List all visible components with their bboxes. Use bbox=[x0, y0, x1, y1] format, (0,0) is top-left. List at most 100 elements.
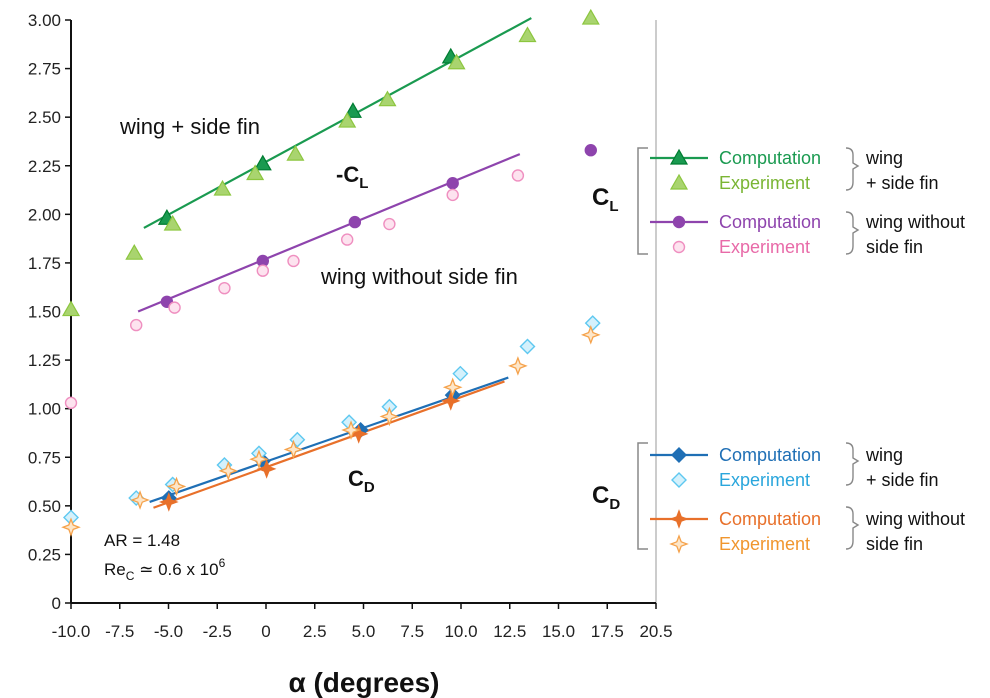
annotation-wing-without-side-fin: wing without side fin bbox=[320, 264, 518, 289]
data-point bbox=[218, 281, 231, 295]
x-tick-label: 10.0 bbox=[444, 622, 477, 641]
data-point bbox=[249, 449, 269, 470]
legend-config-without-2b: side fin bbox=[866, 534, 923, 554]
legend-brace-2 bbox=[845, 211, 860, 255]
legend-cl-without-computation: Computation bbox=[719, 212, 821, 232]
data-point bbox=[166, 476, 187, 497]
data-point bbox=[341, 420, 361, 440]
data-point bbox=[378, 90, 397, 107]
x-tick-label: 5.0 bbox=[352, 622, 376, 641]
annotation-neg-cl: -CL bbox=[336, 162, 368, 192]
y-tick-label: 2.50 bbox=[28, 108, 61, 127]
legend-config-with-2a: wing bbox=[865, 445, 903, 465]
y-tick-label: 0.25 bbox=[28, 545, 61, 564]
data-point bbox=[130, 318, 143, 332]
legend-cl-with-computation: Computation bbox=[719, 148, 821, 168]
data-point bbox=[287, 254, 300, 268]
data-point bbox=[584, 144, 597, 157]
y-tick-label: 2.25 bbox=[28, 157, 61, 176]
data-point bbox=[508, 356, 528, 376]
legend-brace-3 bbox=[845, 442, 860, 486]
annotation-wing-side-fin: wing + side fin bbox=[119, 114, 260, 139]
data-point bbox=[283, 439, 304, 460]
data-point bbox=[446, 177, 459, 190]
legend-marker-3 bbox=[672, 240, 686, 254]
legend-marker-2 bbox=[672, 215, 686, 229]
data-point bbox=[440, 391, 461, 411]
axes: 0 0.25 0.50 0.75 1.00 1.25 1.50 1.75 2.00 2.25 2.5… bbox=[28, 11, 673, 641]
data-point bbox=[379, 406, 400, 427]
data-point bbox=[61, 300, 81, 317]
legend-cl-with-experiment: Experiment bbox=[719, 173, 810, 193]
legend-marker-7 bbox=[669, 534, 689, 554]
annotation-aspect-ratio: AR = 1.48 bbox=[104, 531, 180, 550]
x-tick-label: 12.5 bbox=[493, 622, 526, 641]
legend-cl-label: CL bbox=[592, 184, 619, 215]
data-point bbox=[256, 264, 270, 277]
data-point bbox=[218, 461, 239, 481]
legend: CL CD Computation Experiment Computation… bbox=[592, 147, 965, 554]
y-tick-label: 0.75 bbox=[28, 448, 61, 467]
legend-marker-0 bbox=[669, 148, 689, 165]
data-point bbox=[253, 154, 272, 171]
legend-config-with-1a: wing bbox=[865, 148, 903, 168]
data-point bbox=[64, 396, 78, 410]
legend-swatches bbox=[650, 148, 708, 554]
data-point bbox=[256, 459, 277, 479]
annotation-reynolds: ReC ≃ 0.6 x 106 bbox=[104, 556, 226, 583]
data-point bbox=[511, 169, 525, 182]
legend-config-without-1a: wing without bbox=[865, 212, 965, 232]
legend-cd-without-experiment: Experiment bbox=[719, 534, 810, 554]
data-point bbox=[447, 53, 466, 70]
x-tick-label: 17.5 bbox=[591, 622, 624, 641]
data-point bbox=[340, 233, 354, 246]
data-point bbox=[519, 338, 536, 355]
legend-marker-4 bbox=[671, 447, 687, 463]
legend-config-with-2b: + side fin bbox=[866, 470, 939, 490]
y-tick-label: 2.75 bbox=[28, 60, 61, 79]
data-point bbox=[518, 26, 537, 43]
legend-cd-label: CD bbox=[592, 482, 620, 513]
x-tick-label: 2.5 bbox=[303, 622, 327, 641]
legend-config-without-1b: side fin bbox=[866, 237, 923, 257]
legend-marker-1 bbox=[669, 173, 689, 190]
data-point bbox=[580, 324, 601, 345]
data-point bbox=[125, 243, 144, 260]
x-tick-label: 15.0 bbox=[542, 622, 575, 641]
legend-config-with-1b: + side fin bbox=[866, 173, 939, 193]
legend-cl-bracket bbox=[637, 147, 648, 255]
data-point bbox=[168, 301, 181, 314]
data-point bbox=[286, 144, 305, 161]
data-point bbox=[246, 164, 265, 181]
data-point bbox=[581, 8, 600, 25]
data-points bbox=[61, 8, 601, 538]
data-point bbox=[61, 517, 81, 538]
legend-brace-4 bbox=[845, 506, 860, 550]
data-point bbox=[158, 492, 179, 512]
y-tick-label: 1.00 bbox=[28, 400, 61, 419]
y-tick-label: 1.25 bbox=[28, 351, 61, 370]
fit-line-0 bbox=[143, 17, 532, 229]
legend-cd-with-experiment: Experiment bbox=[719, 470, 810, 490]
annotation-cd: CD bbox=[348, 466, 375, 496]
data-point bbox=[348, 215, 362, 229]
data-point bbox=[163, 214, 182, 231]
y-tick-label: 1.75 bbox=[28, 254, 61, 273]
x-tick-label: -2.5 bbox=[203, 622, 232, 641]
data-point bbox=[446, 188, 459, 202]
data-point bbox=[442, 377, 463, 398]
data-point bbox=[130, 490, 150, 510]
data-point bbox=[213, 179, 232, 196]
data-point bbox=[343, 102, 362, 118]
x-tick-label: 7.5 bbox=[400, 622, 424, 641]
legend-cl-without-experiment: Experiment bbox=[719, 237, 810, 257]
y-tick-label: 3.00 bbox=[28, 11, 61, 30]
y-tick-label: 2.00 bbox=[28, 205, 61, 224]
x-tick-label: -5.0 bbox=[154, 622, 183, 641]
x-axis-title: α (degrees) bbox=[288, 667, 439, 698]
data-point bbox=[584, 315, 601, 332]
x-tick-label: 20.5 bbox=[639, 622, 672, 641]
legend-cd-with-computation: Computation bbox=[719, 445, 821, 465]
legend-brace-1 bbox=[845, 147, 860, 191]
